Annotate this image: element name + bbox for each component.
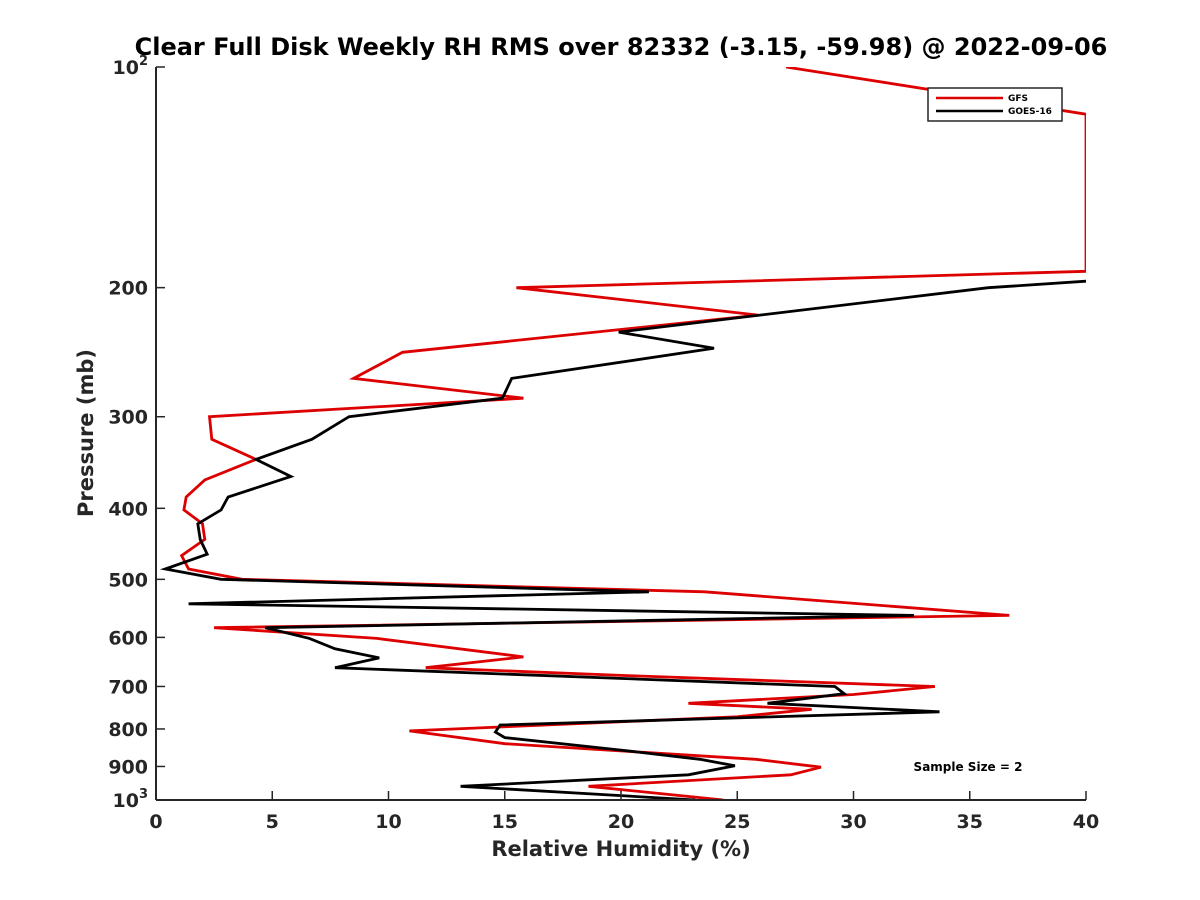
x-tick-label: 40 [1073,811,1099,833]
legend: GFS GOES-16 [927,87,1063,122]
y-axis-label: Pressure (mb) [74,349,98,517]
x-tick-label: 10 [375,811,401,833]
y-tick-exponent: 3 [139,787,148,802]
y-tick-label: 300 [108,407,148,429]
y-tick-label: 500 [108,569,148,591]
chart-title: Clear Full Disk Weekly RH RMS over 82332… [135,33,1108,61]
y-tick-base: 10 [113,57,139,79]
y-tick-label: 400 [108,498,148,520]
series-layer [159,67,1086,800]
x-axis-label: Relative Humidity (%) [491,837,750,861]
y-tick-exponent: 2 [139,54,148,69]
legend-label-goes-16: GOES-16 [1008,107,1052,117]
x-tick-label: 30 [840,811,866,833]
y-tick-label: 700 [108,676,148,698]
x-tick-label: 20 [608,811,634,833]
y-tick-label: 900 [108,756,148,778]
series-line-goes-16 [159,279,1086,800]
legend-box [927,87,1063,122]
y-tick-base: 10 [113,790,139,812]
y-tick-label: 600 [108,627,148,649]
y-tick-label: 102 [113,54,149,79]
x-ticks: 0 5 10 15 20 25 30 35 40 [149,791,1099,833]
y-tick-label: 200 [108,278,148,300]
x-tick-label: 5 [266,811,279,833]
plot-area [156,67,1086,800]
x-tick-label: 15 [492,811,518,833]
y-tick-label: 800 [108,719,148,741]
plot-background [156,67,1086,800]
x-tick-label: 25 [724,811,750,833]
y-tick-label: 103 [113,787,149,812]
sample-size-annotation: Sample Size = 2 [914,760,1023,774]
legend-label-gfs: GFS [1008,94,1028,104]
x-tick-label: 0 [149,811,162,833]
x-tick-label: 35 [957,811,983,833]
